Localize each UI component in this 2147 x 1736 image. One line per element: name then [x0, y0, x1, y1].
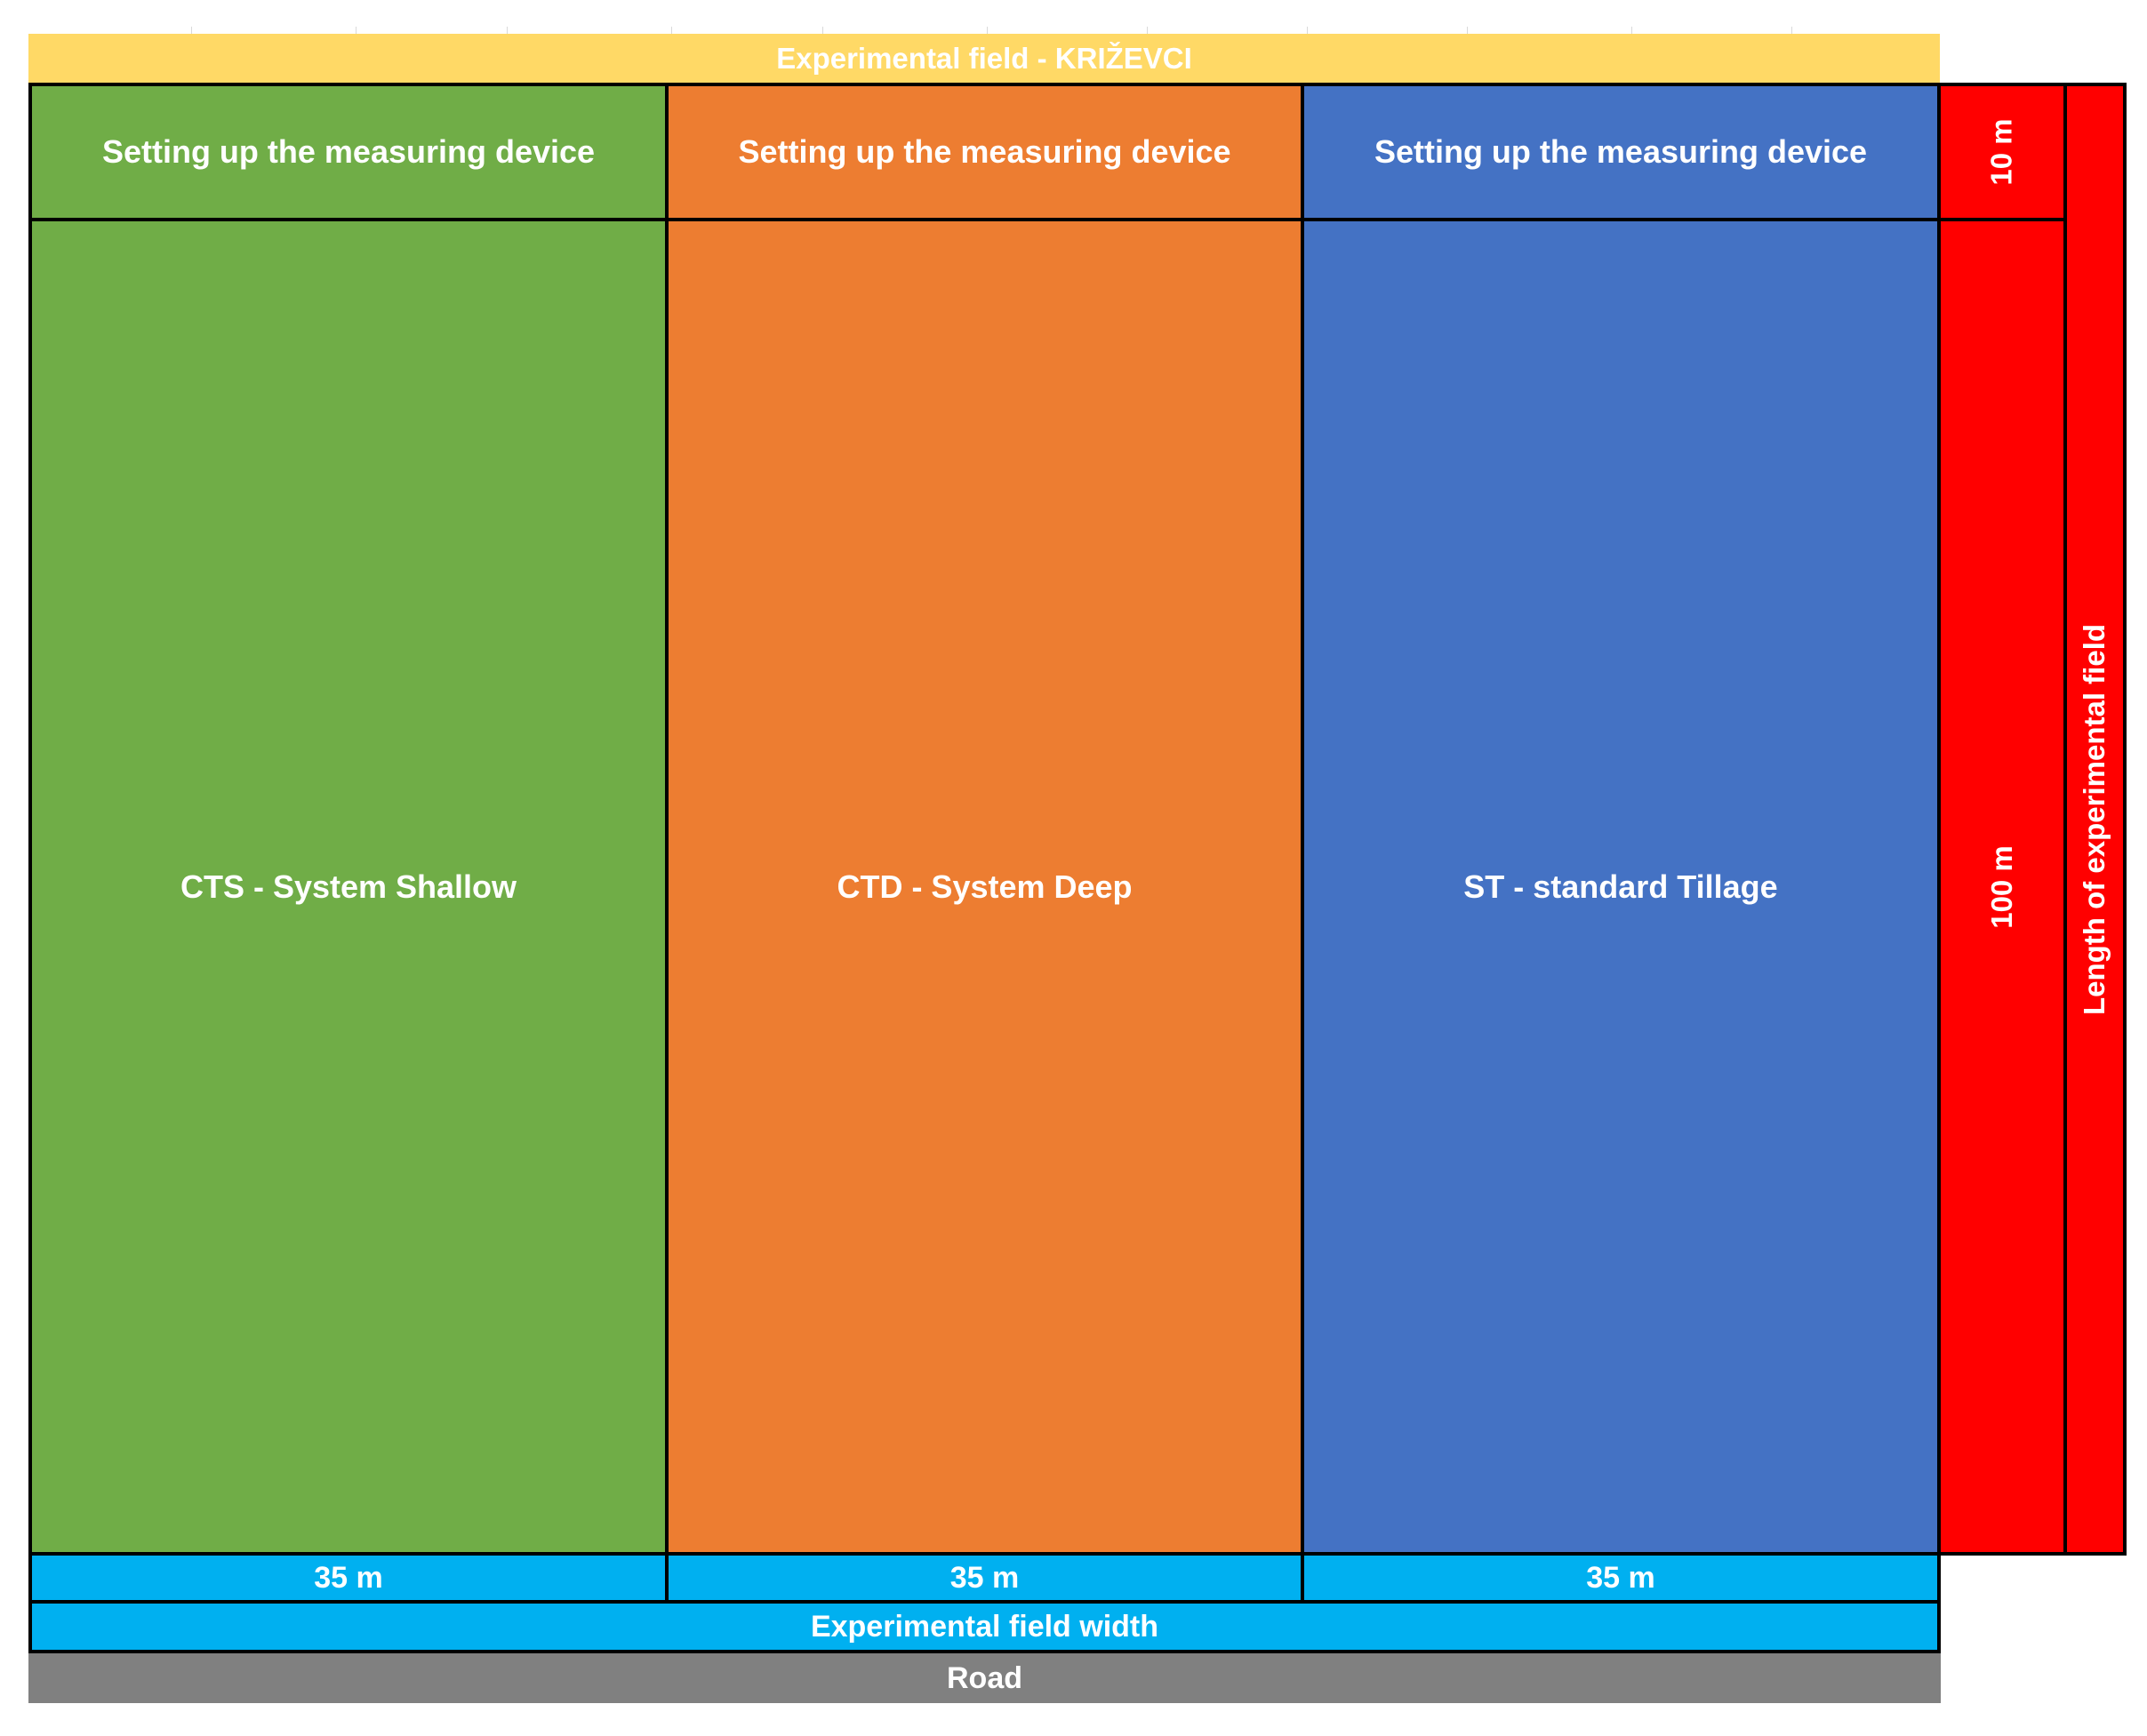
plot-cts: CTS - System Shallow: [28, 218, 669, 1556]
treatment-label: ST - standard Tillage: [1463, 868, 1778, 905]
plot-st: ST - standard Tillage: [1301, 218, 1941, 1556]
device-setup-cell-st: Setting up the measuring device: [1301, 83, 1941, 221]
grid-tick: [507, 27, 508, 37]
width-label: 35 m: [1586, 1560, 1655, 1595]
length-10m-label: 10 m: [1985, 118, 2018, 186]
width-35m-st: 35 m: [1301, 1552, 1941, 1604]
width-label: 35 m: [949, 1560, 1020, 1595]
plot-ctd: CTD - System Deep: [665, 218, 1304, 1556]
grid-tick: [191, 27, 192, 37]
grid-tick: [987, 27, 988, 37]
treatment-label: CTS - System Shallow: [180, 868, 517, 905]
width-label: 35 m: [314, 1560, 383, 1595]
grid-tick: [671, 27, 672, 37]
device-setup-label: Setting up the measuring device: [738, 133, 1231, 170]
grid-tick: [1147, 27, 1148, 37]
length-10m-cell: 10 m: [1937, 83, 2067, 221]
field-width-bar: Experimental field width: [28, 1600, 1941, 1653]
grid-tick: [1791, 27, 1792, 37]
width-35m-ctd: 35 m: [665, 1552, 1304, 1604]
length-100m-label: 100 m: [1984, 844, 2018, 929]
grid-tick: [1307, 27, 1308, 37]
width-35m-cts: 35 m: [28, 1552, 669, 1604]
grid-tick: [1467, 27, 1468, 37]
road-label: Road: [947, 1660, 1022, 1695]
total-length-cell: Length of experimental field: [2063, 83, 2127, 1556]
length-100m-cell: 100 m: [1937, 218, 2067, 1556]
device-setup-cell-ctd: Setting up the measuring device: [665, 83, 1304, 221]
total-length-label: Length of experimental field: [2078, 623, 2111, 1015]
field-title-bar: Experimental field - KRIŽEVCI: [28, 34, 1940, 84]
device-setup-label: Setting up the measuring device: [101, 133, 596, 170]
grid-tick: [822, 27, 823, 37]
field-width-label: Experimental field width: [810, 1609, 1159, 1644]
device-setup-cell-cts: Setting up the measuring device: [28, 83, 669, 221]
device-setup-label: Setting up the measuring device: [1374, 133, 1868, 170]
grid-tick: [1631, 27, 1632, 37]
treatment-label: CTD - System Deep: [837, 868, 1133, 905]
road-bar: Road: [28, 1653, 1941, 1703]
field-title: Experimental field - KRIŽEVCI: [776, 42, 1192, 75]
